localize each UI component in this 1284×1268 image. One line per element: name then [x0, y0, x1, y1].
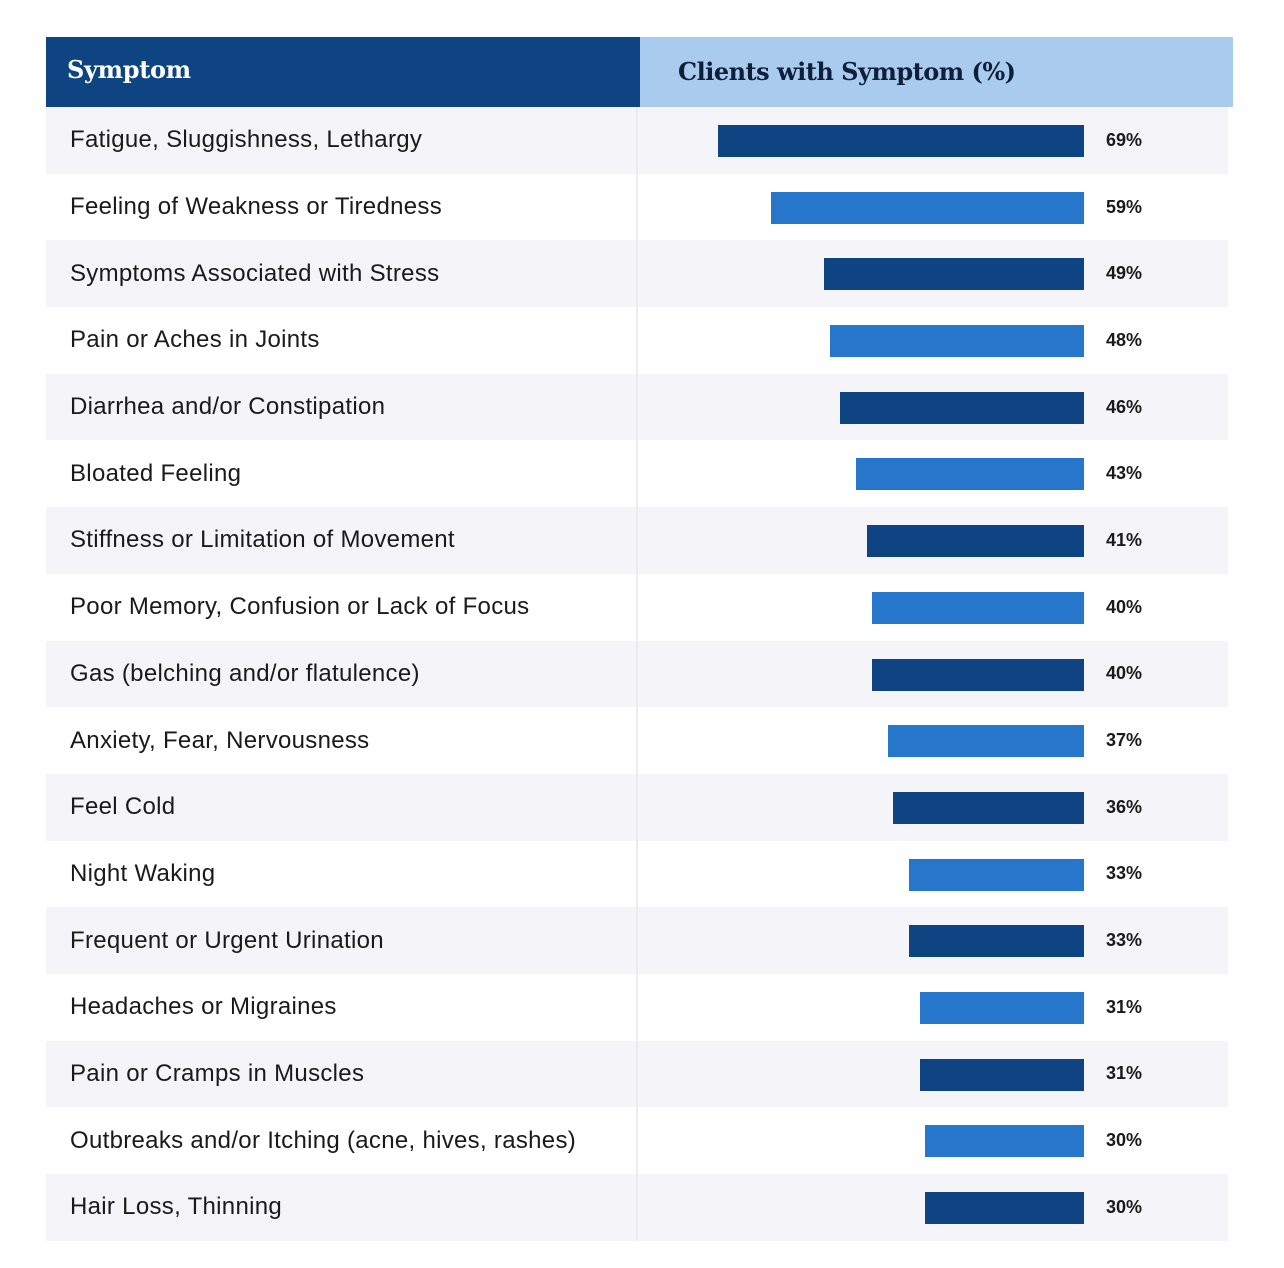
symptom-label: Feel Cold — [46, 773, 638, 841]
table-row: Hair Loss, Thinning 30% — [46, 1174, 1228, 1241]
value-label: 36% — [1106, 796, 1143, 817]
table-row: Diarrhea and/or Constipation 46% — [46, 373, 1228, 441]
bar-mark — [919, 1058, 1084, 1091]
bar-cell: 31% — [638, 974, 1228, 1041]
symptom-chart-table: Symptom Clients with Symptom (%) Fatigue… — [46, 37, 1233, 1241]
bar-cell: 30% — [638, 1174, 1228, 1241]
symptom-label: Feeling of Weakness or Tiredness — [46, 173, 638, 241]
table-row: Pain or Cramps in Muscles 31% — [46, 1040, 1228, 1108]
bar-mark — [872, 591, 1084, 624]
table-row: Bloated Feeling 43% — [46, 440, 1228, 508]
symptom-column-header: Symptom — [46, 37, 640, 107]
bar-mark — [925, 1192, 1084, 1224]
symptom-label: Pain or Aches in Joints — [46, 307, 638, 374]
bar-cell: 40% — [638, 641, 1228, 708]
symptom-label: Symptoms Associated with Stress — [46, 240, 638, 308]
table-row: Night Waking 33% — [46, 840, 1228, 908]
table-header: Symptom Clients with Symptom (%) — [46, 37, 1233, 107]
value-label: 30% — [1106, 1130, 1143, 1151]
symptom-label: Fatigue, Sluggishness, Lethargy — [46, 107, 638, 174]
value-label: 33% — [1106, 863, 1143, 884]
bar-cell: 59% — [638, 174, 1228, 241]
bar-cell: 30% — [638, 1107, 1228, 1174]
value-label: 48% — [1106, 329, 1143, 350]
bar-mark — [919, 991, 1084, 1024]
symptom-label: Stiffness or Limitation of Movement — [46, 507, 638, 574]
table-row: Pain or Aches in Joints 48% — [46, 307, 1228, 374]
bar-cell: 48% — [638, 307, 1228, 374]
bar-mark — [829, 325, 1084, 358]
table-row: Symptoms Associated with Stress 49% — [46, 240, 1228, 308]
symptom-label: Anxiety, Fear, Nervousness — [46, 707, 638, 774]
table-body: Fatigue, Sluggishness, Lethargy 69% Feelin… — [46, 107, 1228, 1241]
bar-cell: 46% — [638, 374, 1228, 441]
value-label: 41% — [1106, 529, 1143, 550]
bar-cell: 49% — [638, 240, 1228, 307]
symptom-label: Hair Loss, Thinning — [46, 1174, 638, 1241]
table-row: Feeling of Weakness or Tiredness 59% — [46, 173, 1228, 241]
value-label: 46% — [1106, 396, 1143, 417]
symptom-label: Diarrhea and/or Constipation — [46, 373, 638, 441]
bar-mark — [909, 925, 1084, 958]
symptom-label: Poor Memory, Confusion or Lack of Focus — [46, 573, 638, 641]
table-row: Outbreaks and/or Itching (acne, hives, r… — [46, 1107, 1228, 1174]
value-label: 59% — [1106, 196, 1143, 217]
bar-cell: 43% — [638, 440, 1228, 507]
bar-cell: 37% — [638, 707, 1228, 774]
bar-mark — [866, 525, 1084, 558]
bar-cell: 41% — [638, 507, 1228, 574]
symptom-label: Night Waking — [46, 840, 638, 908]
bar-mark — [887, 725, 1084, 758]
bar-mark — [909, 858, 1084, 891]
table-row: Stiffness or Limitation of Movement 41% — [46, 507, 1228, 574]
value-label: 43% — [1106, 463, 1143, 484]
bar-mark — [925, 1125, 1084, 1158]
bar-cell: 40% — [638, 574, 1228, 641]
value-label: 40% — [1106, 596, 1143, 617]
bar-cell: 31% — [638, 1041, 1228, 1108]
bar-cell: 36% — [638, 774, 1228, 841]
value-label: 69% — [1106, 129, 1143, 150]
table-row: Headaches or Migraines 31% — [46, 973, 1228, 1041]
bar-cell: 33% — [638, 841, 1228, 908]
table-row: Frequent or Urgent Urination 33% — [46, 907, 1228, 974]
bar-mark — [872, 658, 1084, 691]
symptom-label: Frequent or Urgent Urination — [46, 907, 638, 974]
value-label: 31% — [1106, 996, 1143, 1017]
value-label: 31% — [1106, 1063, 1143, 1084]
clients-column-header: Clients with Symptom (%) — [640, 37, 1233, 107]
symptom-label: Gas (belching and/or flatulence) — [46, 640, 638, 708]
bar-cell: 33% — [638, 907, 1228, 974]
value-label: 33% — [1106, 930, 1143, 951]
table-row: Feel Cold 36% — [46, 773, 1228, 841]
value-label: 37% — [1106, 730, 1143, 751]
symptom-label: Pain or Cramps in Muscles — [46, 1040, 638, 1108]
value-label: 49% — [1106, 263, 1143, 284]
table-row: Gas (belching and/or flatulence) 40% — [46, 640, 1228, 708]
bar-mark — [771, 191, 1084, 224]
table-row: Anxiety, Fear, Nervousness 37% — [46, 707, 1228, 774]
symptom-label: Headaches or Migraines — [46, 973, 638, 1041]
bar-mark — [856, 458, 1084, 491]
bar-mark — [718, 125, 1084, 157]
value-label: 30% — [1106, 1196, 1143, 1217]
bar-mark — [824, 258, 1084, 291]
value-label: 40% — [1106, 663, 1143, 684]
symptom-label: Bloated Feeling — [46, 440, 638, 508]
bar-mark — [840, 391, 1084, 424]
table-row: Fatigue, Sluggishness, Lethargy 69% — [46, 107, 1228, 174]
bar-mark — [893, 791, 1084, 824]
table-row: Poor Memory, Confusion or Lack of Focus 4… — [46, 573, 1228, 641]
symptom-label: Outbreaks and/or Itching (acne, hives, r… — [46, 1107, 638, 1174]
bar-cell: 69% — [638, 107, 1228, 174]
